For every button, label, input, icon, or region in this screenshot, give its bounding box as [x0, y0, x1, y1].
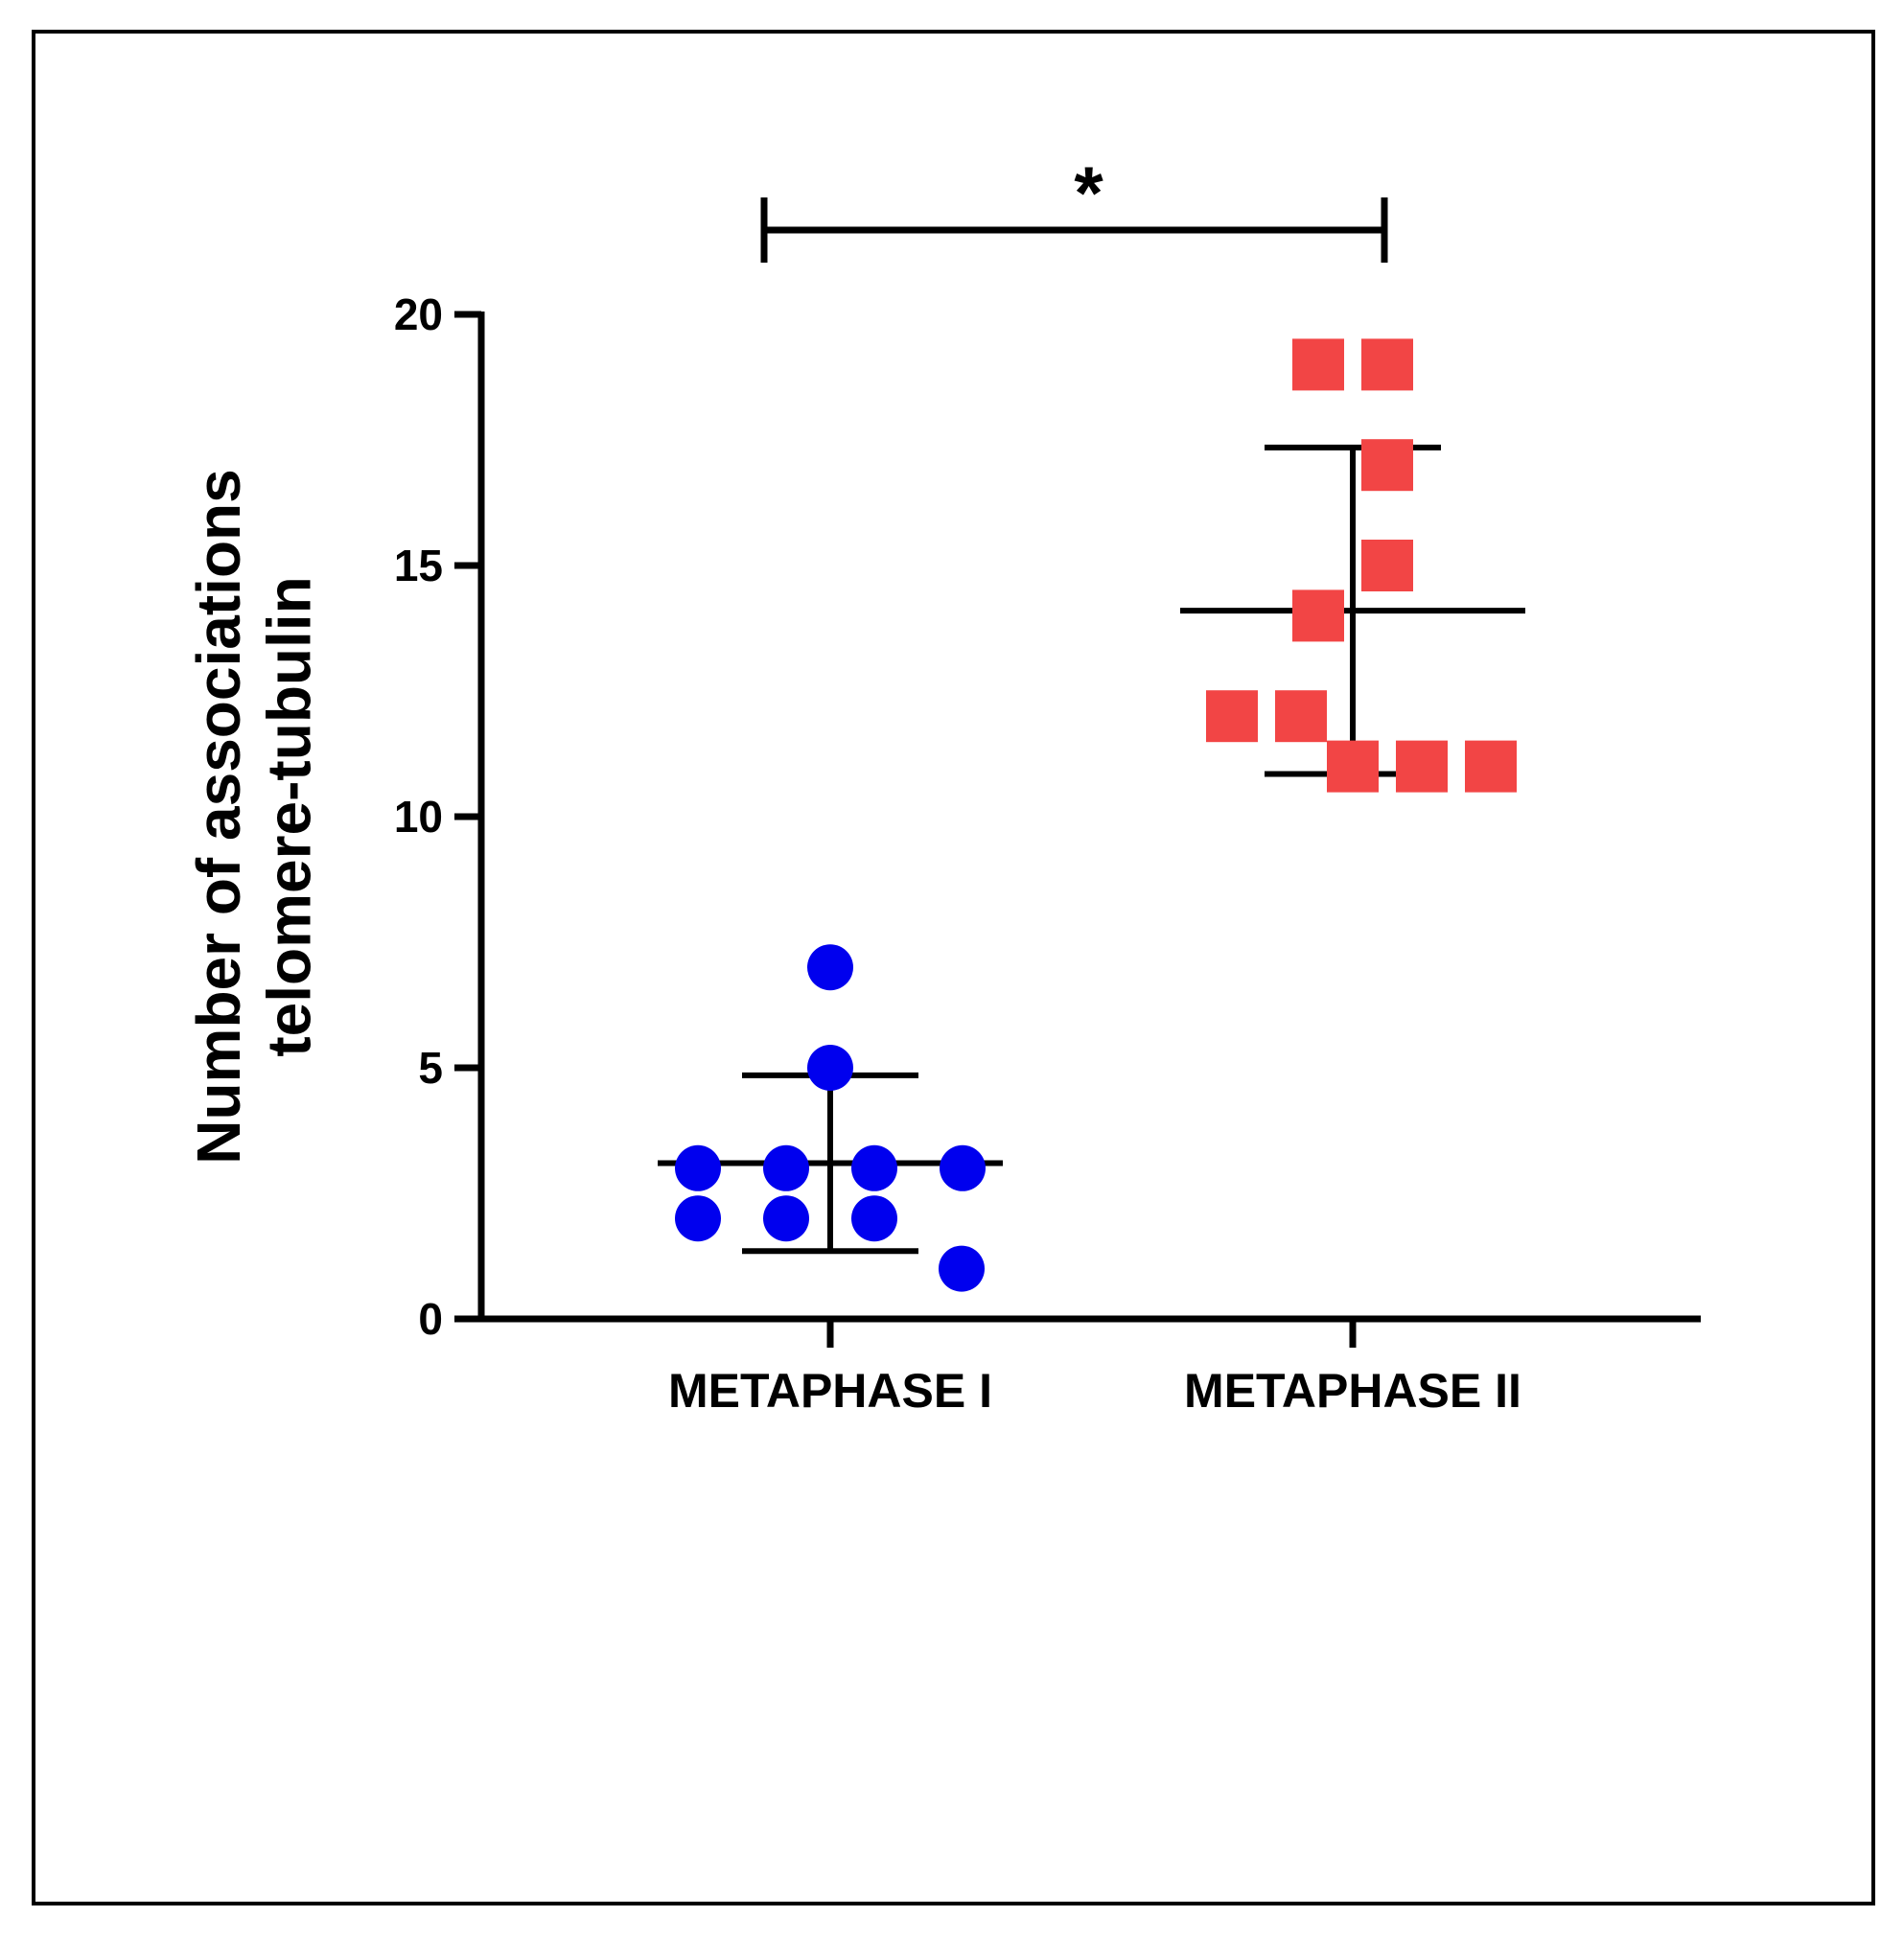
data-point-metaphase-i [851, 1144, 897, 1191]
y-axis-title-line: Number of associations [184, 469, 253, 1165]
significance-bracket: * [760, 150, 1388, 263]
y-tick-label: 15 [394, 541, 443, 590]
data-point-metaphase-i [940, 1144, 986, 1191]
data-point-metaphase-ii [1292, 338, 1344, 391]
data-point-metaphase-i [851, 1195, 897, 1242]
data-point-metaphase-i [807, 944, 853, 991]
y-axis-title: Number of associationstelomere-tubulin [184, 469, 324, 1165]
y-axis-ticks: 0 5 10 15 20 [394, 289, 481, 1344]
data-point-metaphase-i [675, 1144, 721, 1191]
data-point-metaphase-ii [1361, 338, 1413, 391]
data-point-metaphase-i [675, 1195, 721, 1242]
data-point-metaphase-ii [1465, 740, 1517, 793]
data-point-metaphase-ii [1292, 589, 1344, 642]
y-tick-label: 5 [418, 1043, 443, 1093]
axes [477, 312, 1701, 1323]
data-point-metaphase-i [763, 1195, 809, 1242]
data-point-metaphase-ii [1396, 740, 1448, 793]
data-point-metaphase-i [807, 1045, 853, 1091]
y-tick-label: 0 [418, 1294, 443, 1344]
x-axis-ticks: METAPHASE I METAPHASE II [668, 1319, 1521, 1418]
y-axis-title-text: Number of associationstelomere-tubulin [184, 469, 324, 1165]
dot-plot-chart: 0 5 10 15 20 METAPHASE I METAPHASE II * Numbe… [184, 150, 1701, 1418]
y-tick-label: 20 [394, 289, 443, 339]
figure-frame: 0 5 10 15 20 METAPHASE I METAPHASE II * Numbe… [32, 30, 1875, 1905]
y-tick-label: 10 [394, 792, 443, 842]
significance-star: * [1074, 150, 1103, 235]
x-category-label: METAPHASE I [668, 1364, 992, 1418]
data-point-metaphase-ii [1361, 540, 1413, 591]
data-point-metaphase-ii [1206, 690, 1258, 743]
data-point-metaphase-i [939, 1245, 985, 1292]
data-point-metaphase-i [763, 1144, 809, 1191]
data-point-metaphase-ii [1327, 740, 1379, 793]
y-axis-title-line: telomere-tubulin [255, 576, 324, 1056]
data-point-metaphase-ii [1361, 439, 1413, 492]
data-point-metaphase-ii [1275, 690, 1327, 743]
x-category-label: METAPHASE II [1184, 1364, 1521, 1418]
data-points [675, 338, 1517, 1292]
